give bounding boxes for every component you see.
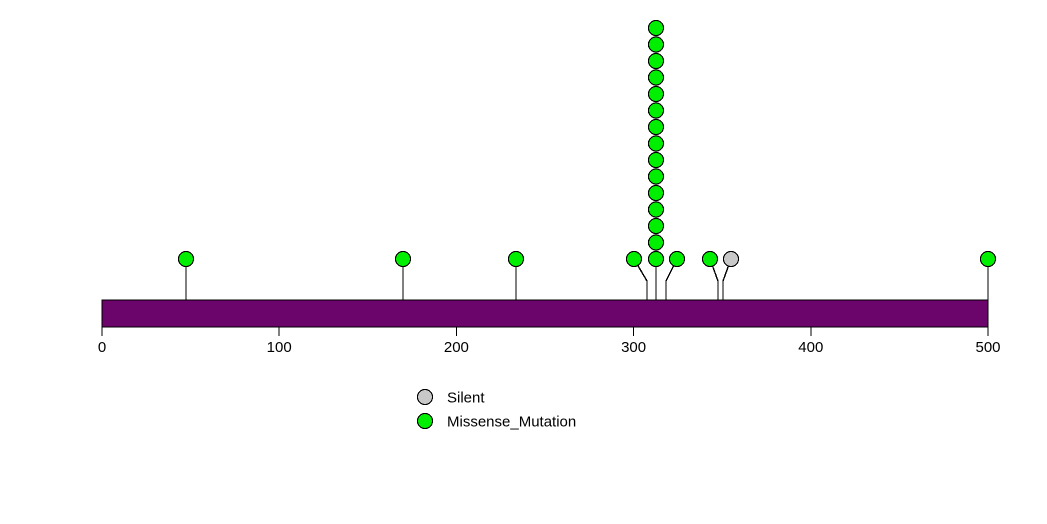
mutation-marker-missense_mutation[interactable] — [647, 151, 665, 169]
lollipop-head-stack-318[interactable] — [668, 250, 686, 268]
lollipop-head-stack-307[interactable] — [625, 250, 643, 268]
legend-swatch-missense_mutation — [416, 412, 434, 430]
mutation-marker-missense_mutation[interactable] — [394, 250, 412, 268]
mutation-marker-missense_mutation[interactable] — [647, 85, 665, 103]
axis-tick-label-100: 100 — [267, 339, 292, 356]
mutation-marker-missense_mutation[interactable] — [647, 168, 665, 185]
mutation-marker-missense_mutation[interactable] — [647, 36, 665, 53]
mutation-marker-missense_mutation[interactable] — [625, 250, 643, 268]
axis-tick-label-500: 500 — [975, 339, 1000, 356]
mutation-marker-missense_mutation[interactable] — [647, 201, 665, 218]
lollipop-head-stack-500[interactable] — [979, 250, 997, 268]
lollipop-head-stack-170[interactable] — [394, 250, 412, 268]
legend-swatch-silent — [416, 388, 434, 406]
mutation-marker-missense_mutation[interactable] — [979, 250, 997, 268]
mutation-marker-missense_mutation[interactable] — [177, 250, 195, 268]
lollipop-head-stack-345[interactable] — [701, 250, 719, 268]
axis-tick-label-0: 0 — [98, 339, 106, 356]
lollipop-heads-group — [177, 19, 997, 268]
axis-tick-label-200: 200 — [444, 339, 469, 356]
legend-group: Silent Missense_Mutation — [416, 388, 576, 431]
lollipop-stems-group — [185, 20, 989, 327]
mutation-marker-missense_mutation[interactable] — [647, 184, 665, 202]
mutation-marker-missense_mutation[interactable] — [647, 118, 665, 136]
lollipop-head-stack-312[interactable] — [647, 19, 665, 268]
legend-label-silent: Silent — [447, 390, 485, 407]
axis-tick-label-300: 300 — [621, 339, 646, 356]
mutation-marker-missense_mutation[interactable] — [647, 52, 665, 70]
mutation-marker-missense_mutation[interactable] — [668, 250, 686, 268]
mutation-marker-missense_mutation[interactable] — [647, 135, 665, 152]
lollipop-head-stack-47[interactable] — [177, 250, 195, 268]
mutation-marker-missense_mutation[interactable] — [647, 19, 665, 37]
axis-tick-label-400: 400 — [798, 339, 823, 356]
legend-label-missense_mutation: Missense_Mutation — [447, 414, 576, 431]
mutation-marker-missense_mutation[interactable] — [647, 217, 665, 235]
mutation-marker-missense_mutation[interactable] — [647, 250, 665, 268]
protein-domain-bar-group — [101, 299, 989, 328]
mutation-marker-missense_mutation[interactable] — [647, 102, 665, 119]
mutation-marker-missense_mutation[interactable] — [647, 69, 665, 86]
lollipop-head-stack-350[interactable] — [722, 250, 740, 268]
mutation-marker-missense_mutation[interactable] — [701, 250, 719, 268]
mutation-marker-silent[interactable] — [722, 250, 740, 268]
mutation-marker-missense_mutation[interactable] — [647, 234, 665, 251]
mutation-marker-missense_mutation[interactable] — [507, 250, 525, 268]
lollipop-head-stack-234[interactable] — [507, 250, 525, 268]
axis-ticks-group: 0 100 200 300 400 500 — [98, 327, 1001, 356]
protein-domain-bar — [101, 299, 989, 328]
